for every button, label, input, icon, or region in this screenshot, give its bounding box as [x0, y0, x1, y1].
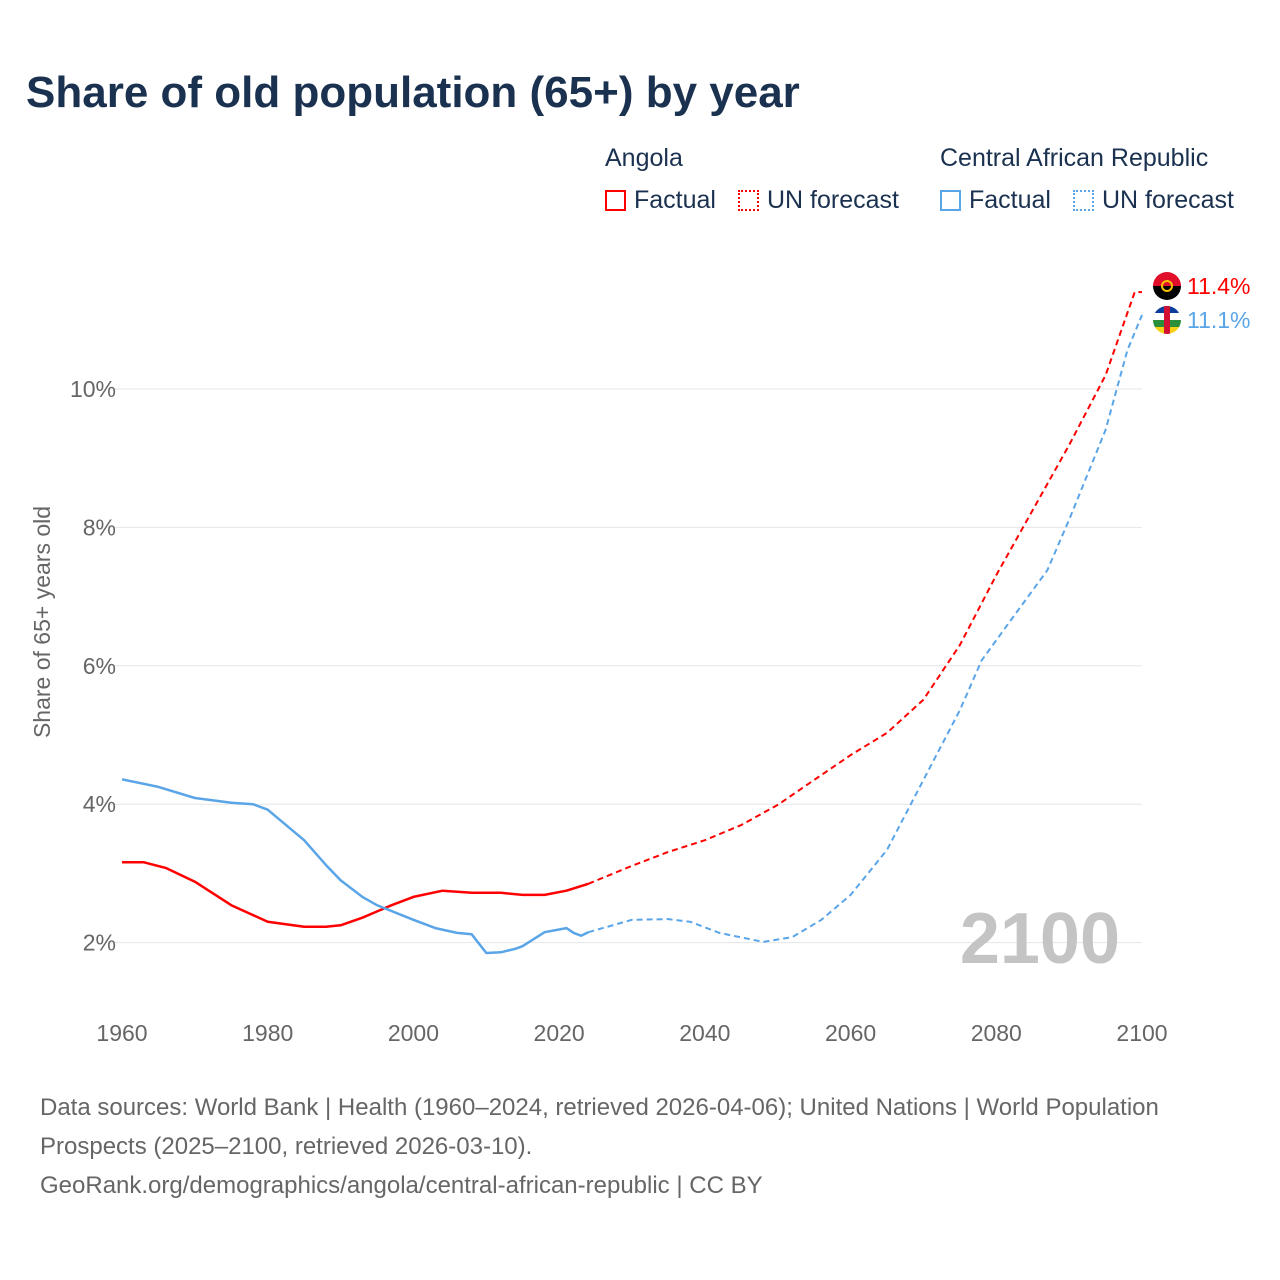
y-tick-label: 8%: [83, 514, 116, 540]
x-tick-label: 2060: [825, 1020, 876, 1046]
source-note: Data sources: World Bank | Health (1960–…: [40, 1088, 1190, 1205]
legend-swatch-solid: [605, 190, 626, 211]
car-factual-line: [121, 778, 589, 955]
y-tick-label: 4%: [83, 791, 116, 817]
legend-car-factual[interactable]: Factual: [940, 186, 1051, 215]
year-watermark: 2100: [960, 899, 1120, 979]
legend-swatch-solid: [940, 190, 961, 211]
angola-flag-icon: [1153, 272, 1181, 300]
angola-forecast-line: [587, 291, 1142, 885]
car-forecast-line: [588, 314, 1143, 943]
angola-factual-line: [122, 861, 589, 928]
source-line: Data sources: World Bank | Health (1960–…: [40, 1094, 1159, 1160]
legend-car-forecast[interactable]: UN forecast: [1073, 186, 1234, 215]
legend-angola-factual[interactable]: Factual: [605, 186, 716, 215]
x-tick-label: 2000: [388, 1020, 439, 1046]
x-tick-label: 2080: [971, 1020, 1022, 1046]
y-axis-label: Share of 65+ years old: [29, 506, 55, 738]
end-value-label: 11.4%: [1187, 273, 1251, 299]
x-tick-label: 2040: [679, 1020, 730, 1046]
x-tick-label: 2020: [534, 1020, 585, 1046]
legend-swatch-dotted: [738, 190, 759, 211]
y-tick-label: 2%: [83, 930, 116, 956]
legend-label: Factual: [969, 186, 1051, 214]
x-tick-label: 2100: [1116, 1020, 1167, 1046]
legend-label: Factual: [634, 186, 716, 214]
legend-label: UN forecast: [1102, 186, 1234, 214]
y-tick-label: 6%: [83, 653, 116, 679]
x-tick-label: 1960: [96, 1020, 147, 1046]
source-url[interactable]: GeoRank.org/demographics/angola/central-…: [40, 1172, 763, 1199]
legend-angola-forecast[interactable]: UN forecast: [738, 186, 899, 215]
legend-label: UN forecast: [767, 186, 899, 214]
legend-angola-title: Angola: [605, 144, 683, 172]
end-value-label: 11.1%: [1187, 307, 1251, 333]
legend-swatch-dotted: [1073, 190, 1094, 211]
plot-area: 2% 4% 6% 8% 10% 1960 1980 2000 2020 2040 2060 2080 2…: [29, 272, 1251, 1046]
car-flag-icon: [1153, 306, 1181, 334]
x-tick-label: 1980: [242, 1020, 293, 1046]
y-tick-label: 10%: [70, 376, 116, 402]
chart-title: Share of old population (65+) by year: [26, 68, 800, 117]
legend-car-title: Central African Republic: [940, 144, 1209, 172]
